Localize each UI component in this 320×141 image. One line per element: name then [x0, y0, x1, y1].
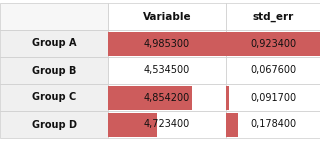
Text: 4,723400: 4,723400 — [144, 120, 190, 129]
Bar — [108, 57, 226, 84]
Text: std_err: std_err — [252, 11, 294, 22]
Bar — [108, 113, 157, 136]
Bar — [0, 3, 108, 30]
Text: 4,985300: 4,985300 — [144, 38, 190, 49]
Text: Group D: Group D — [31, 120, 76, 129]
Text: Group A: Group A — [32, 38, 76, 49]
Text: 0,178400: 0,178400 — [250, 120, 296, 129]
Text: 0,067600: 0,067600 — [250, 66, 296, 75]
Bar — [226, 31, 320, 56]
Bar — [108, 30, 226, 57]
Text: Group B: Group B — [32, 66, 76, 75]
Bar — [226, 3, 320, 30]
Bar — [0, 57, 108, 84]
Bar — [0, 30, 108, 57]
Text: Variable: Variable — [143, 12, 191, 21]
Bar — [108, 3, 226, 30]
Text: Group C: Group C — [32, 92, 76, 103]
Text: 4,854200: 4,854200 — [144, 92, 190, 103]
Bar — [108, 85, 192, 110]
Bar — [108, 111, 226, 138]
Bar — [108, 31, 226, 56]
Bar — [226, 113, 238, 136]
Bar — [0, 111, 108, 138]
Bar — [226, 111, 320, 138]
Text: 0,091700: 0,091700 — [250, 92, 296, 103]
Bar — [108, 84, 226, 111]
Text: 0,923400: 0,923400 — [250, 38, 296, 49]
Bar — [226, 84, 320, 111]
Bar — [226, 57, 320, 84]
Bar — [0, 84, 108, 111]
Bar — [226, 30, 320, 57]
Text: 4,534500: 4,534500 — [144, 66, 190, 75]
Bar — [226, 85, 229, 110]
